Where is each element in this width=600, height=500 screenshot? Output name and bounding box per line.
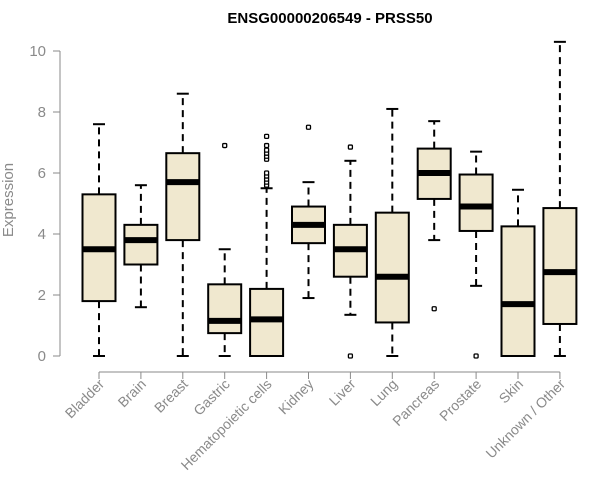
boxes bbox=[81, 40, 578, 359]
box-7 bbox=[374, 107, 410, 357]
outlier-point bbox=[305, 124, 312, 130]
box-iqr bbox=[123, 223, 159, 266]
outlier-point bbox=[263, 147, 270, 153]
outlier-point bbox=[347, 144, 354, 150]
x-tick-label: Liver bbox=[326, 376, 359, 409]
y-axis-label: Expression bbox=[0, 163, 17, 237]
box-9 bbox=[458, 150, 494, 359]
x-tick-label: Skin bbox=[496, 376, 527, 407]
outlier-point bbox=[263, 170, 270, 176]
outlier-point bbox=[473, 353, 479, 359]
x-tick-label: Pancreas bbox=[389, 376, 442, 429]
box-2 bbox=[165, 92, 201, 357]
x-tick-label: Kidney bbox=[275, 376, 317, 418]
y-tick-label: 6 bbox=[38, 165, 46, 182]
x-tick-label: Breast bbox=[151, 376, 191, 416]
box-1 bbox=[123, 184, 159, 309]
y-axis: 0 2 4 6 8 10 bbox=[29, 43, 61, 365]
x-tick-label: Bladder bbox=[62, 376, 108, 422]
box-6 bbox=[332, 144, 368, 359]
outlier-point bbox=[222, 142, 228, 149]
outlier-point bbox=[347, 353, 354, 359]
box-iqr bbox=[207, 283, 243, 335]
outlier-point bbox=[263, 133, 270, 140]
outlier-point bbox=[431, 306, 437, 312]
box-5 bbox=[291, 124, 326, 300]
box-10 bbox=[500, 188, 536, 357]
chart-title: ENSG00000206549 - PRSS50 bbox=[227, 10, 432, 27]
outlier-point bbox=[263, 142, 270, 149]
box-11 bbox=[542, 40, 578, 357]
box-3 bbox=[207, 142, 243, 357]
x-tick-label: Unknown / Other bbox=[482, 376, 568, 462]
box-iqr bbox=[249, 287, 285, 357]
box-8 bbox=[416, 120, 452, 312]
box-4 bbox=[249, 133, 285, 357]
x-tick-label: Brain bbox=[115, 376, 149, 410]
box-iqr bbox=[458, 173, 494, 232]
box-0 bbox=[81, 123, 117, 357]
y-tick-label: 4 bbox=[38, 226, 46, 243]
y-tick-label: 10 bbox=[29, 43, 46, 60]
x-tick-label: Lung bbox=[367, 376, 400, 409]
y-tick-label: 8 bbox=[38, 104, 46, 121]
x-tick-label: Prostate bbox=[436, 376, 484, 424]
y-tick-label: 2 bbox=[38, 287, 46, 304]
box-iqr bbox=[542, 207, 578, 325]
box-iqr bbox=[500, 225, 536, 357]
y-tick-label: 0 bbox=[38, 348, 46, 365]
box-iqr bbox=[165, 152, 201, 242]
box-iqr bbox=[374, 211, 410, 324]
